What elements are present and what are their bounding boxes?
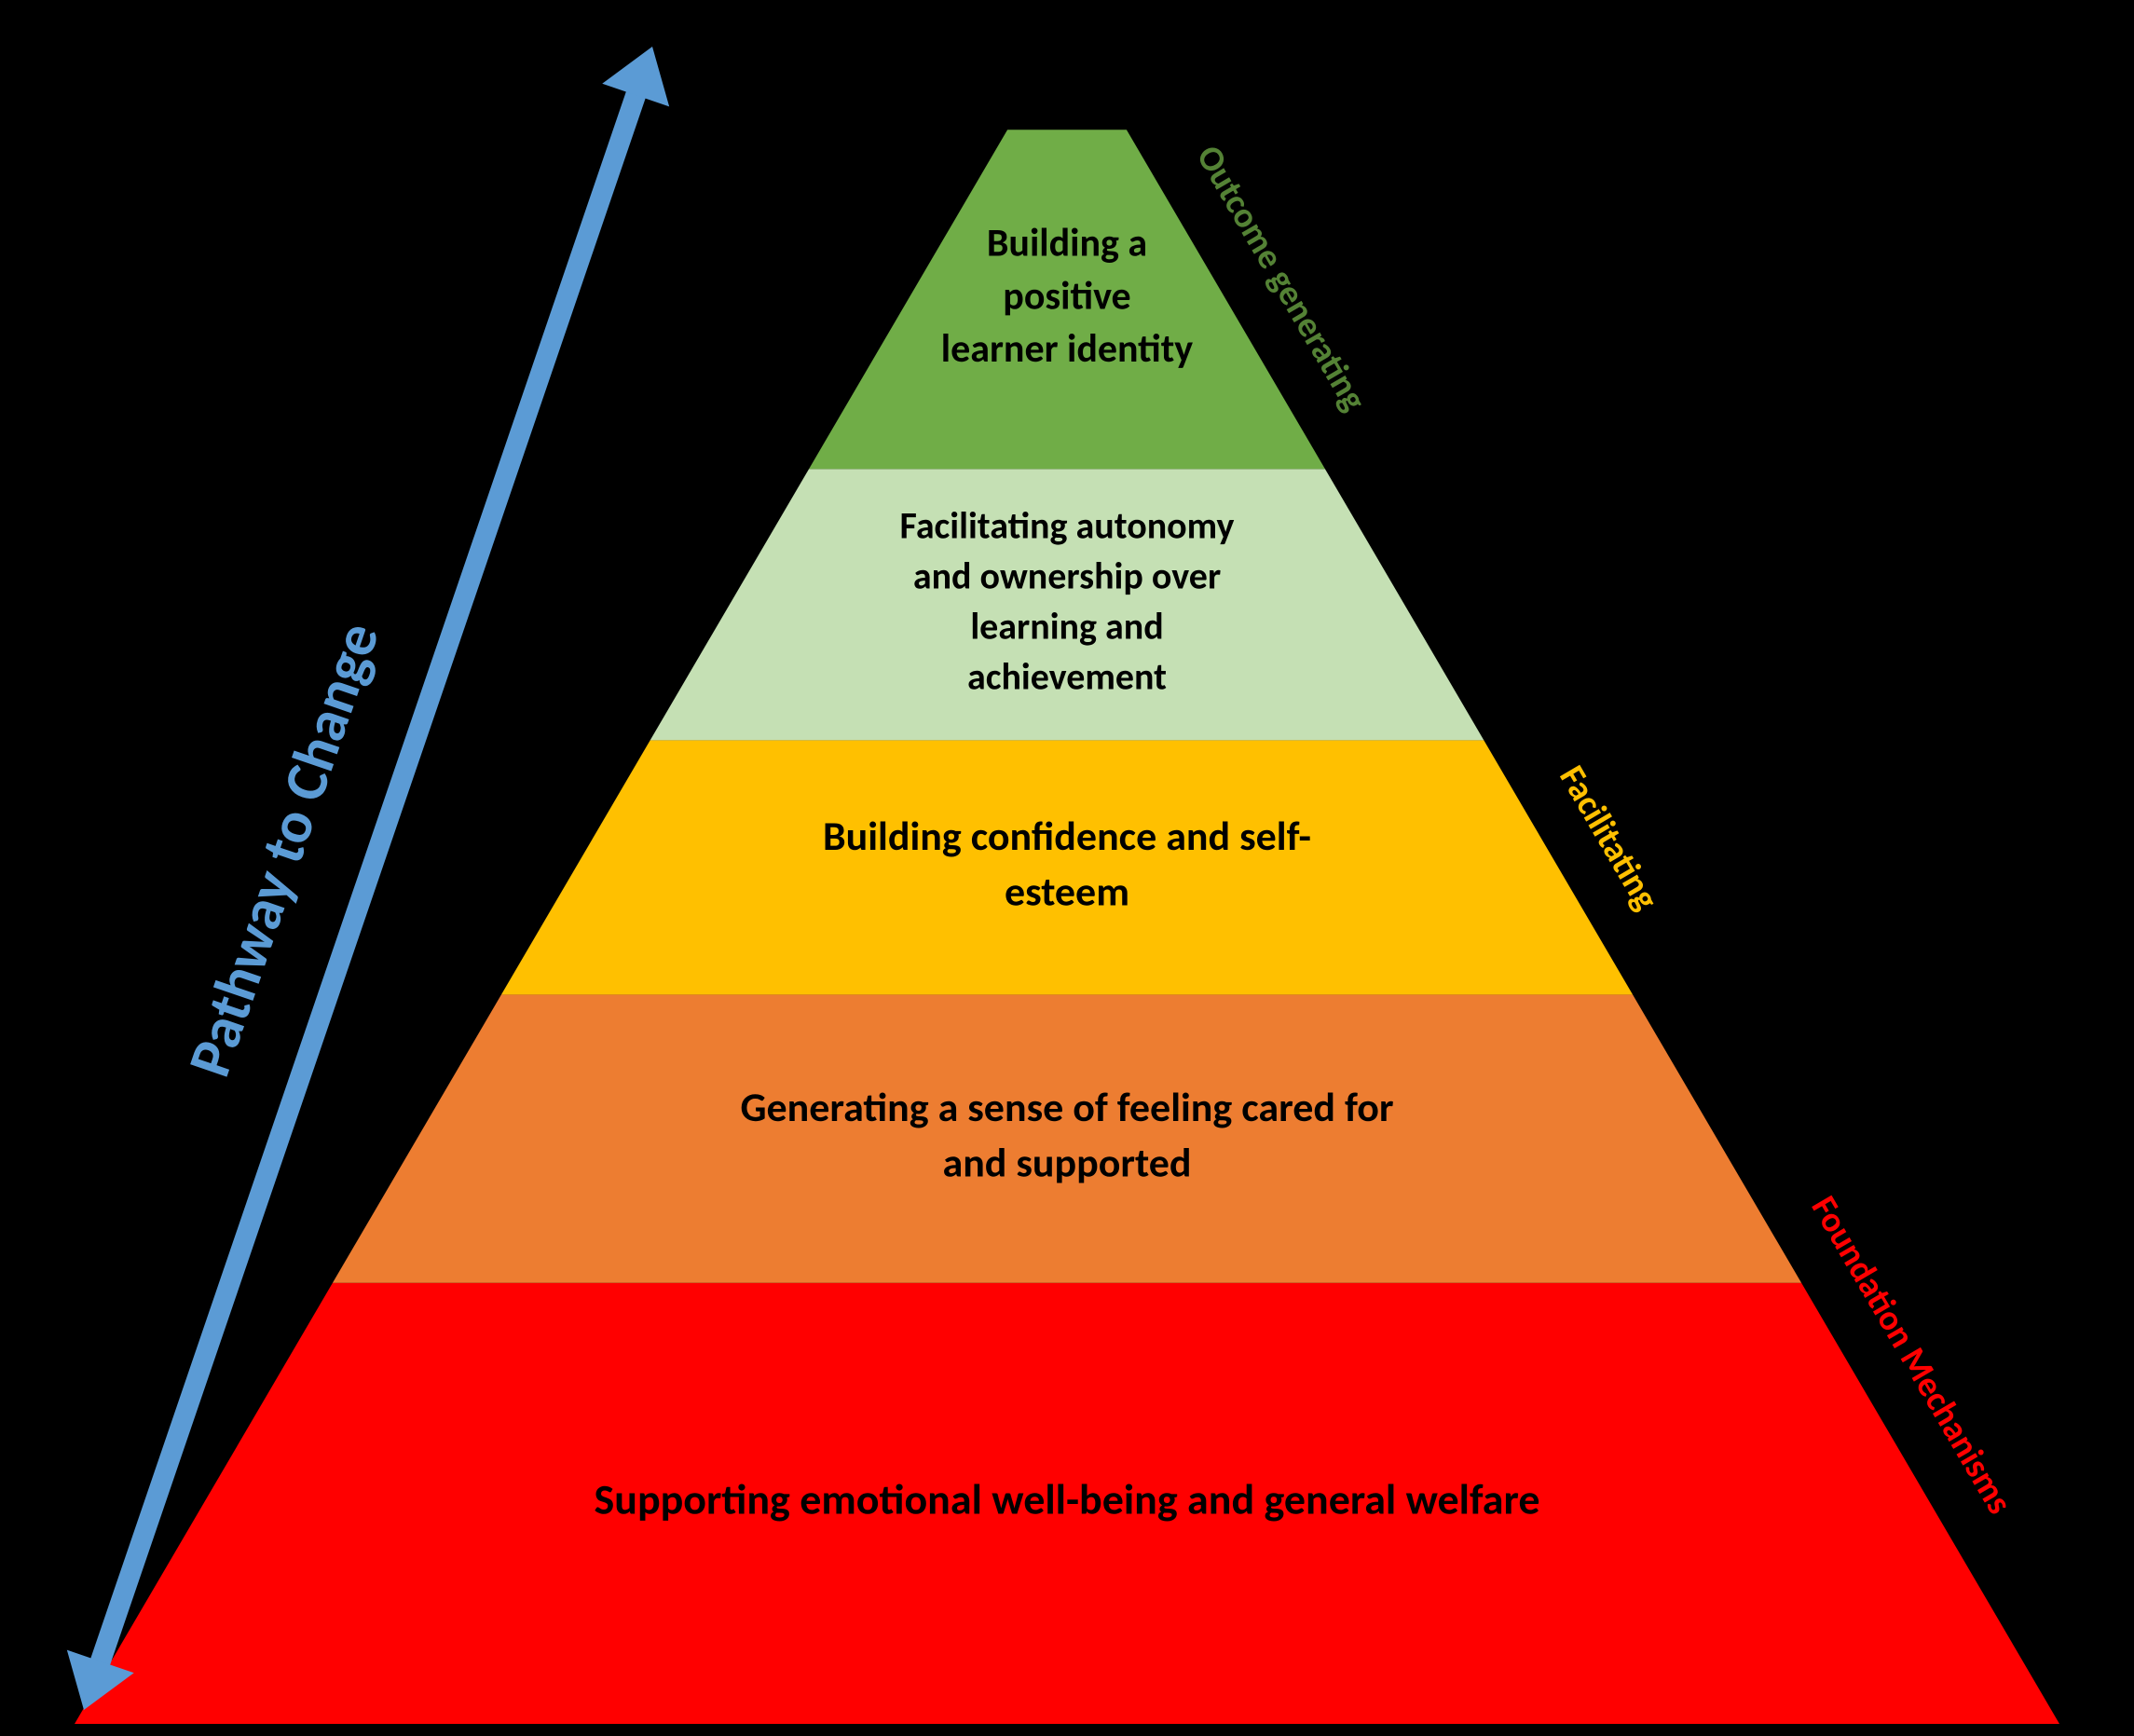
pyramid-level-0: Supporting emotional well-being and gene… (75, 1283, 2059, 1724)
pyramid-level-2: Building confidence and self-esteem (501, 740, 1633, 994)
pyramid-level-3: Facilitating autonomy and ownership over l… (650, 469, 1484, 740)
pyramid-level-text-3-2: learning and (970, 604, 1163, 649)
pyramid-level-text-3-3: achievement (967, 654, 1167, 700)
pyramid-level-text-0-0: Supporting emotional well-being and gene… (595, 1474, 1540, 1526)
pyramid-level-text-4-1: positive (1003, 272, 1130, 320)
pyramid-level-text-1-0: Generating a sense of feeling cared for (740, 1082, 1393, 1132)
pathway-label: Pathway to Change (173, 613, 395, 1085)
pyramid-level-text-2-0: Building confidence and self- (823, 811, 1311, 861)
pyramid-level-text-3-0: Facilitating autonomy (900, 503, 1235, 549)
pyramid-level-1: Generating a sense of feeling cared fora… (333, 994, 1801, 1282)
pyramid-level-text-4-2: learner identity (941, 325, 1194, 373)
pyramid-level-text-3-1: and ownership over (913, 554, 1221, 599)
pyramid-level-text-1-1: and supported (942, 1137, 1191, 1187)
pyramid-diagram: Supporting emotional well-being and gene… (0, 0, 2134, 1736)
pyramid-level-text-4-0: Building a (987, 220, 1147, 267)
pyramid-level-text-2-1: esteem (1005, 866, 1129, 916)
